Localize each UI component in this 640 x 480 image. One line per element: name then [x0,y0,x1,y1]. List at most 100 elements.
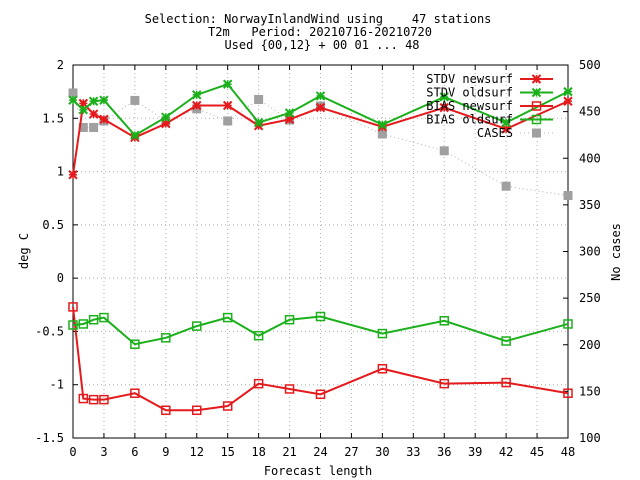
x-tick-label: 24 [313,445,327,459]
x-tick-label: 48 [561,445,575,459]
y-tick-label: 0.5 [42,218,64,232]
data-point-stdv-oldsurf [253,117,264,128]
data-point-cases [501,181,511,191]
data-point-stdv-oldsurf [563,86,573,97]
series-bias-oldsurf [68,311,573,349]
y-tick-label: 2 [57,58,64,72]
x-tick-label: 6 [131,445,138,459]
data-point-bias-newsurf [284,384,295,394]
data-point-bias-oldsurf [284,314,295,325]
grid [73,65,568,438]
x-axis-label: Forecast length [264,464,372,478]
data-point-stdv-oldsurf [161,112,171,122]
data-point-bias-newsurf [439,378,449,389]
y2-tick-label: 500 [579,58,601,72]
data-point-bias-oldsurf [315,311,326,322]
data-point-bias-newsurf [501,377,511,388]
data-point-bias-oldsurf [563,319,573,329]
x-tick-label: 21 [282,445,296,459]
legend-item-bias-newsurf: BIAS newsurf [426,99,553,113]
data-point-bias-newsurf [99,394,109,405]
legend-label: BIAS newsurf [426,99,513,113]
y2-tick-label: 100 [579,431,601,445]
x-tick-label: 18 [251,445,265,459]
data-point-cases [377,129,387,139]
y2-tick-label: 200 [579,338,601,352]
data-point-stdv-newsurf [439,102,449,113]
data-point-stdv-oldsurf [315,91,326,101]
data-point-bias-newsurf [192,405,202,416]
x-tick-label: 3 [100,445,107,459]
data-point-cases [130,95,140,105]
x-tick-label: 36 [437,445,451,459]
data-point-stdv-oldsurf [439,92,449,102]
legend-label: STDV oldsurf [426,86,513,100]
data-point-bias-oldsurf [130,339,140,349]
y-tick-label: 1.5 [42,111,64,125]
x-tick-label: 27 [344,445,358,459]
y2-tick-label: 250 [579,291,601,305]
data-point-bias-oldsurf [99,312,109,323]
data-point-bias-newsurf [315,389,326,400]
legend-item-stdv-newsurf: STDV newsurf [426,72,553,86]
data-point-stdv-newsurf [315,102,326,113]
y2-tick-label: 350 [579,198,601,212]
legend-marker [531,114,542,125]
data-point-bias-newsurf [130,388,140,398]
data-point-bias-oldsurf [253,330,264,341]
data-point-cases [439,146,449,156]
legend-label: BIAS oldsurf [426,113,513,127]
data-point-cases [89,122,99,132]
y2-tick-label: 450 [579,105,601,119]
data-point-stdv-oldsurf [78,105,89,115]
x-tick-label: 0 [69,445,76,459]
series-bias-newsurf [68,302,573,416]
data-point-bias-oldsurf [377,328,388,339]
y2-tick-label: 400 [579,151,601,165]
data-point-cases [223,116,233,126]
legend-marker [531,87,542,98]
data-point-bias-oldsurf [222,312,233,323]
legend-label: CASES [477,126,513,140]
data-point-bias-oldsurf [88,314,99,325]
data-point-cases [563,191,573,201]
data-point-stdv-oldsurf [501,117,511,128]
data-point-bias-oldsurf [501,336,511,346]
y-tick-label: 1 [57,165,64,179]
data-point-stdv-newsurf [222,100,233,111]
data-point-stdv-oldsurf [88,96,99,106]
data-point-bias-newsurf [222,401,233,411]
data-point-cases [68,88,78,98]
data-point-stdv-oldsurf [222,79,233,89]
x-tick-label: 33 [406,445,420,459]
data-point-stdv-oldsurf [99,95,109,105]
data-point-stdv-newsurf [192,100,202,111]
y-tick-label: -1.5 [35,431,64,445]
data-point-stdv-newsurf [99,114,109,125]
y-tick-label: -0.5 [35,324,64,338]
data-point-stdv-oldsurf [68,95,78,105]
legend-label: STDV newsurf [426,72,513,86]
data-point-bias-newsurf [161,405,171,416]
legend-marker [532,128,541,138]
legend-item-stdv-oldsurf: STDV oldsurf [426,86,553,100]
y-tick-label: 0 [57,271,64,285]
x-tick-label: 12 [190,445,204,459]
data-point-bias-newsurf [88,394,99,405]
series-line-bias-newsurf [72,306,569,412]
data-point-bias-oldsurf [161,333,171,343]
data-point-cases [78,122,88,132]
data-point-stdv-oldsurf [192,90,202,100]
x-tick-label: 15 [220,445,234,459]
data-point-stdv-newsurf [68,170,78,180]
legend-marker [531,101,542,111]
y2-tick-label: 150 [579,384,601,398]
x-tick-label: 39 [468,445,482,459]
y-axis-label: deg C [17,233,31,269]
data-point-stdv-newsurf [563,96,573,106]
y-tick-label: -1 [50,378,64,392]
data-point-stdv-oldsurf [284,108,295,118]
chart-title-line-3: Used {00,12} + 00 01 ... 48 [224,38,419,52]
data-point-stdv-oldsurf [130,130,140,141]
